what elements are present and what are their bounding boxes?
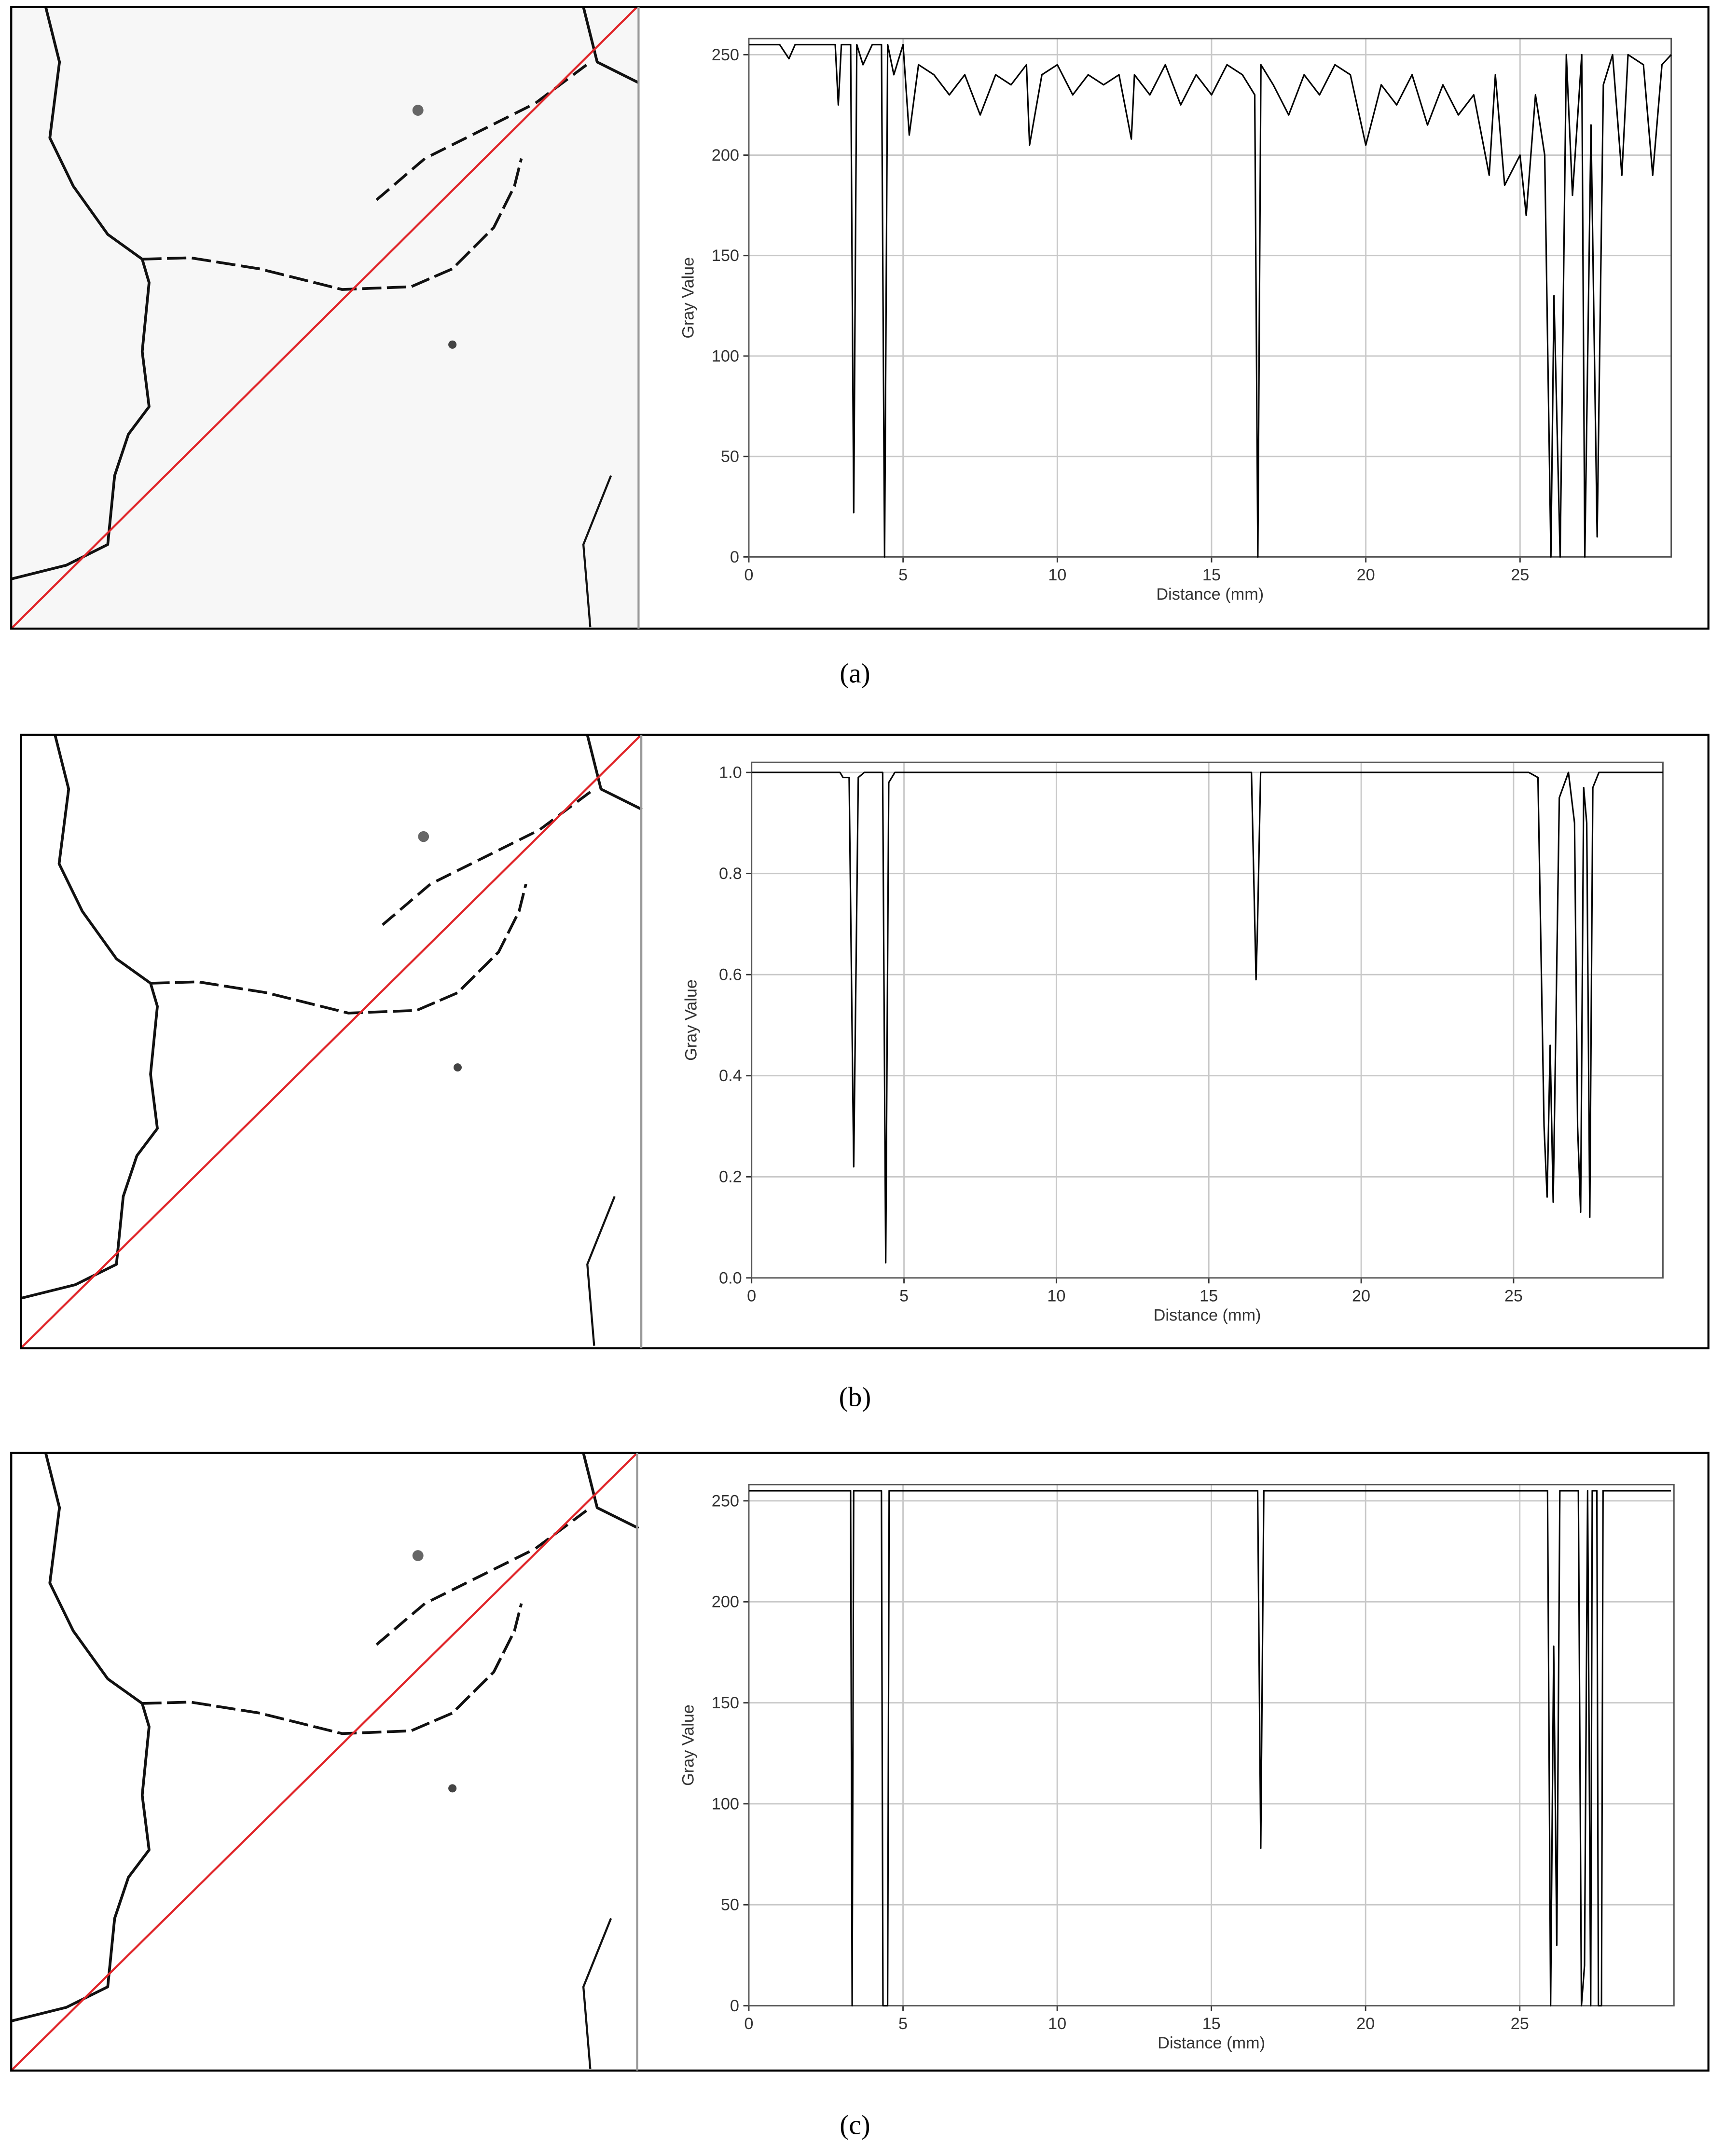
y-tick-label: 0.2 [719,1168,742,1186]
x-tick-label: 5 [899,1287,909,1305]
y-tick-label: 250 [712,46,739,64]
x-tick-label: 15 [1202,2015,1221,2033]
y-tick-label: 0.4 [719,1067,742,1085]
profile-line [751,771,1663,1263]
x-axis-label: Distance (mm) [1156,585,1264,604]
y-tick-label: 200 [712,146,739,165]
y-tick-label: 250 [712,1492,739,1510]
y-tick-label: 100 [712,1795,739,1813]
x-tick-label: 5 [898,2015,908,2033]
x-axis-label: Distance (mm) [1158,2034,1265,2052]
y-tick-label: 100 [712,347,739,365]
y-axis-label: Gray Value [682,979,700,1061]
panel-frame [10,6,1710,630]
x-tick-label: 10 [1048,566,1066,584]
panel-frame [10,1452,1710,2072]
x-tick-label: 15 [1200,1287,1218,1305]
x-tick-label: 25 [1511,566,1529,584]
plot-frame [751,761,1664,1279]
x-tick-label: 25 [1511,2015,1529,2033]
y-tick-label: 150 [712,247,739,265]
x-tick-label: 5 [898,566,908,584]
y-axis-label: Gray Value [679,1704,698,1786]
x-tick-label: 10 [1048,2015,1066,2033]
y-tick-label: 50 [721,448,739,466]
caption: (c) [840,2110,870,2140]
profile-line [748,43,1672,558]
y-tick-label: 200 [712,1593,739,1611]
x-tick-label: 10 [1047,1287,1065,1305]
plot-frame [748,1484,1675,2006]
y-axis-label: Gray Value [679,257,698,339]
y-tick-label: 0.0 [719,1269,742,1287]
x-tick-label: 20 [1352,1287,1370,1305]
x-tick-label: 20 [1356,2015,1375,2033]
x-tick-label: 0 [747,1287,756,1305]
micrograph-c [10,1452,638,2072]
x-tick-label: 0 [744,566,753,584]
x-tick-label: 25 [1504,1287,1523,1305]
y-tick-label: 0.8 [719,865,742,883]
caption: (b) [839,1382,871,1413]
micrograph-b [20,734,642,1349]
profile-line [20,734,642,1349]
caption: (a) [840,658,870,688]
micrograph-a [10,6,638,630]
profile-line [10,6,638,630]
panel-frame [20,733,1710,1349]
x-tick-label: 15 [1202,566,1221,584]
y-tick-label: 150 [712,1694,739,1712]
x-tick-label: 20 [1357,566,1375,584]
plot-frame [748,38,1672,558]
profile-line [748,1490,1671,2007]
y-tick-label: 50 [721,1896,739,1914]
y-tick-label: 0 [730,548,739,566]
x-axis-label: Distance (mm) [1154,1306,1261,1324]
y-tick-label: 0.6 [719,966,742,984]
x-tick-label: 0 [744,2015,753,2033]
y-tick-label: 0 [730,1997,739,2015]
profile-line [10,1452,638,2072]
y-tick-label: 1.0 [719,764,742,782]
